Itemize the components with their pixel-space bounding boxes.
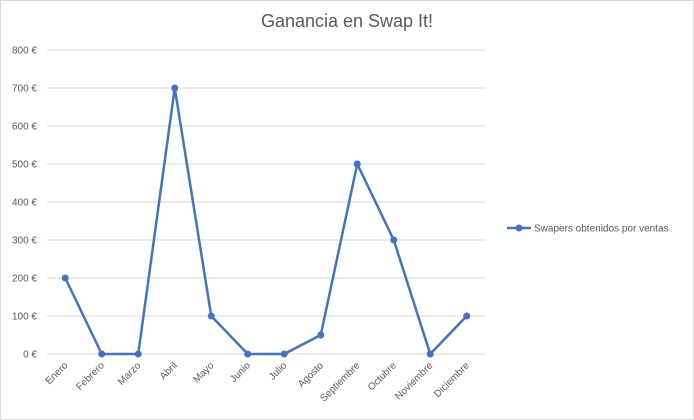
data-point — [390, 236, 398, 244]
x-tick-label: Mayo — [191, 360, 216, 385]
x-tick-label: Marzo — [116, 360, 144, 388]
data-point — [98, 350, 106, 358]
chart-title: Ganancia en Swap It! — [260, 11, 434, 31]
x-tick-label: Octubre — [366, 360, 399, 393]
x-tick-label: Abril — [158, 360, 180, 382]
series-line — [64, 86, 468, 356]
x-tick-label: Septiembre — [318, 360, 362, 404]
data-point — [134, 350, 142, 358]
legend-marker — [515, 224, 523, 232]
y-tick-label: 700 € — [12, 84, 37, 95]
data-point — [280, 350, 288, 358]
data-point — [463, 312, 471, 320]
y-tick-label: 300 € — [12, 236, 37, 247]
y-tick-label: 500 € — [12, 160, 37, 171]
x-tick-label: Febrero — [74, 360, 107, 393]
data-point — [426, 350, 434, 358]
x-axis-ticks: Enero Febrero Marzo Abril Mayo Junio Julio Agos… — [44, 360, 472, 404]
x-tick-label: Diciembre — [432, 360, 472, 400]
y-tick-label: 400 € — [12, 198, 37, 209]
y-tick-label: 100 € — [12, 312, 37, 323]
data-point — [353, 160, 361, 168]
data-point — [171, 84, 179, 92]
y-tick-label: 0 € — [23, 350, 37, 361]
data-point — [61, 274, 69, 282]
data-point — [207, 312, 215, 320]
y-tick-label: 800 € — [12, 46, 37, 57]
y-tick-label: 200 € — [12, 274, 37, 285]
x-tick-label: Julio — [267, 360, 290, 383]
x-tick-label: Agosto — [296, 360, 326, 390]
legend-label: Swapers obtenidos por ventas — [534, 224, 669, 235]
y-tick-label: 600 € — [12, 122, 37, 133]
y-axis-ticks: 0 € 100 € 200 € 300 € 400 € 500 € 600 € 700 € 80… — [12, 46, 37, 361]
data-point — [244, 350, 252, 358]
gridlines — [47, 49, 485, 355]
series-layer — [61, 84, 471, 358]
legend: Swapers obtenidos por ventas — [507, 224, 669, 235]
x-tick-label: Junio — [228, 360, 253, 385]
x-tick-label: Enero — [44, 360, 71, 387]
x-tick-label: Noviembre — [393, 360, 435, 402]
data-point — [317, 331, 325, 339]
